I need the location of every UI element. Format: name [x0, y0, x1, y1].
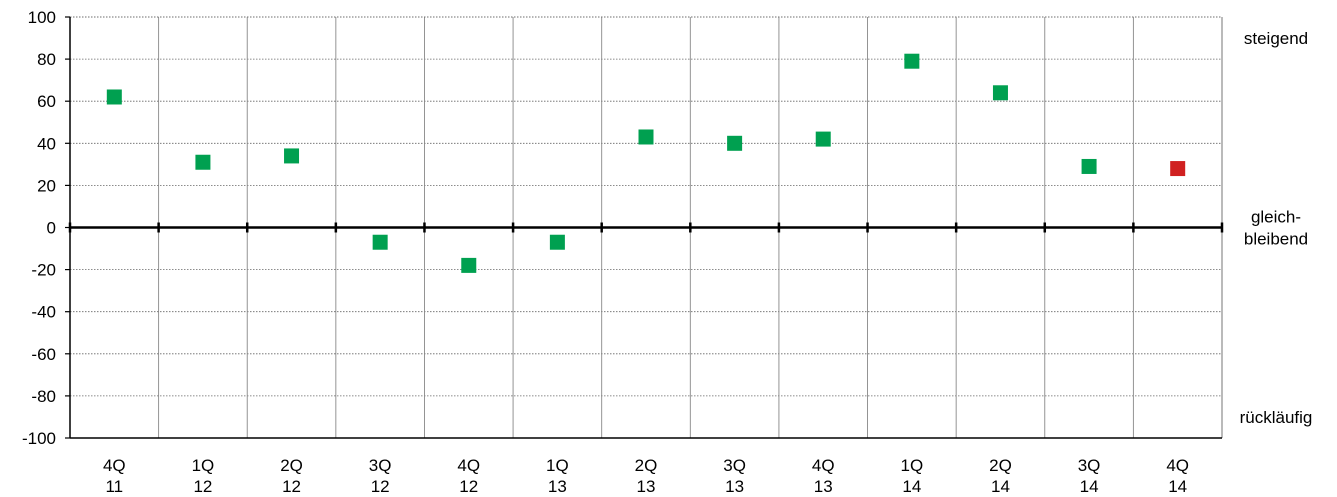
axis-layer: [65, 16, 1224, 439]
x-category-label-line: 13: [548, 477, 567, 496]
right-label-line: bleibend: [1244, 230, 1308, 249]
x-category-label: 1Q 12: [192, 456, 215, 496]
data-point: [904, 53, 920, 69]
x-category-label: 2Q 13: [635, 456, 658, 496]
y-tick-label: -20: [31, 261, 56, 280]
x-category-label: 4Q 14: [1166, 456, 1189, 496]
x-category-label-line: 1Q: [192, 456, 215, 475]
data-point: [638, 129, 654, 145]
data-point: [1170, 161, 1186, 177]
y-tick-label: -100: [22, 429, 56, 448]
x-category-label-line: 14: [1168, 477, 1187, 496]
data-point: [992, 85, 1008, 101]
x-category-label: 3Q 14: [1078, 456, 1101, 496]
data-point: [549, 234, 565, 250]
x-category-label-line: 14: [902, 477, 921, 496]
data-point: [815, 131, 831, 147]
x-category-label-line: 4Q: [1166, 456, 1189, 475]
x-category-label-line: 2Q: [989, 456, 1012, 475]
data-point: [195, 154, 211, 170]
y-tick-label: 0: [47, 219, 56, 238]
data-points: [106, 53, 1186, 273]
right-label-line: gleich-: [1251, 208, 1301, 227]
x-category-label-line: 1Q: [901, 456, 924, 475]
data-point: [461, 257, 477, 273]
x-category-label: 3Q 12: [369, 456, 392, 496]
x-category-label: 1Q 14: [901, 456, 924, 496]
x-category-label-line: 4Q: [103, 456, 126, 475]
y-tick-label: -80: [31, 387, 56, 406]
data-point: [727, 135, 743, 151]
data-point: [372, 234, 388, 250]
x-category-label-line: 4Q: [812, 456, 835, 475]
x-category-label-line: 13: [637, 477, 656, 496]
y-tick-labels: -100 -80 -60 -40 -20 0 20 40 60 80 100: [22, 8, 56, 448]
x-category-label-line: 13: [814, 477, 833, 496]
x-category-label-line: 14: [991, 477, 1010, 496]
y-tick-label: 20: [37, 176, 56, 195]
x-category-label-line: 1Q: [546, 456, 569, 475]
right-label-line: steigend: [1244, 29, 1308, 48]
y-tick-label: 80: [37, 50, 56, 69]
x-category-label: 3Q 13: [723, 456, 746, 496]
data-point: [106, 89, 122, 105]
x-category-label-line: 12: [459, 477, 478, 496]
x-category-label: 4Q 13: [812, 456, 835, 496]
right-label: gleich-bleibend: [1244, 208, 1308, 249]
x-category-label-line: 3Q: [723, 456, 746, 475]
y-tick-label: 40: [37, 134, 56, 153]
right-label: steigend: [1244, 29, 1308, 48]
right-label: rückläufig: [1240, 408, 1313, 427]
x-category-label-line: 4Q: [457, 456, 480, 475]
data-point: [1081, 158, 1097, 174]
x-category-label: 4Q 12: [457, 456, 480, 496]
x-category-label-line: 13: [725, 477, 744, 496]
data-point: [284, 148, 300, 164]
x-category-label: 2Q 12: [280, 456, 303, 496]
x-category-label: 2Q 14: [989, 456, 1012, 496]
x-category-label-line: 12: [193, 477, 212, 496]
x-category-label-line: 3Q: [369, 456, 392, 475]
x-category-label-line: 2Q: [635, 456, 658, 475]
x-category-label: 4Q 11: [103, 456, 126, 496]
right-side-labels: steigend gleich-bleibend rückläufig: [1240, 29, 1313, 427]
right-label-line: rückläufig: [1240, 408, 1313, 427]
x-category-label: 1Q 13: [546, 456, 569, 496]
x-category-label-line: 2Q: [280, 456, 303, 475]
y-tick-label: -60: [31, 345, 56, 364]
x-category-label-line: 12: [282, 477, 301, 496]
y-tick-label: -40: [31, 303, 56, 322]
x-category-label-line: 12: [371, 477, 390, 496]
x-category-label-line: 11: [105, 477, 123, 496]
x-category-label-line: 14: [1080, 477, 1099, 496]
y-tick-label: 100: [28, 8, 56, 27]
x-category-label-line: 3Q: [1078, 456, 1101, 475]
y-tick-label: 60: [37, 92, 56, 111]
